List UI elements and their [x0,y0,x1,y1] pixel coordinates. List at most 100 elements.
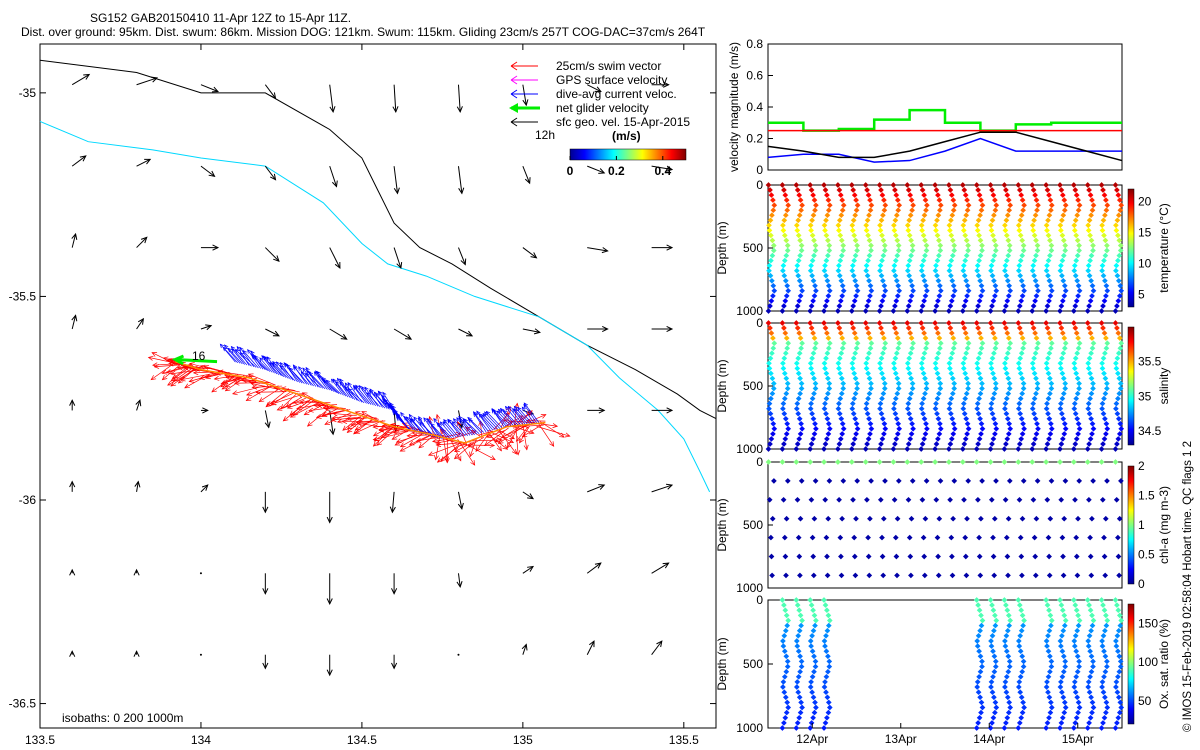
profile-point [1103,699,1110,706]
geo-arrow [262,491,269,514]
profile-point [1060,694,1067,701]
profile-point [1043,725,1049,731]
profile-point [821,459,827,465]
profile-point [1098,182,1105,188]
profile-point [1116,572,1122,579]
dac-arrow [496,410,512,427]
profile-point [892,355,899,362]
profile-point [950,293,957,299]
profile-point [1102,515,1109,522]
profile-point [978,699,985,706]
profile-point [839,197,846,203]
profile-point [907,212,914,219]
dac-arrow [358,384,374,406]
profile-point [1088,572,1095,579]
profile-point [864,217,871,224]
geo-arrow [200,84,220,93]
profile-point [936,237,942,244]
profile-point [838,350,845,357]
profile-point [1074,627,1081,634]
profile-point [1059,370,1066,377]
dac-arrow [231,348,245,365]
profile-point [1032,572,1039,579]
profile-point [1072,325,1079,331]
profile-point [797,515,804,522]
profile-point [909,385,916,392]
swim-arrow [510,425,535,435]
profile-point [1017,370,1024,377]
profile-point [974,227,981,234]
dac-arrow [219,343,236,363]
profile-point [854,242,860,249]
profile-point [822,679,828,685]
profile-point [854,247,860,254]
profile-point [963,237,970,244]
profile-point [1020,207,1026,214]
profile-point [783,612,790,619]
profile-point [823,410,829,417]
profile-point [821,320,827,326]
profile-point [1074,277,1081,284]
profile-point [1060,627,1067,634]
profile-point [1087,232,1093,239]
profile-point [1115,257,1121,264]
profile-point [1058,441,1065,447]
profile-point [1085,360,1092,367]
profile-point [908,515,915,522]
profile-point [895,345,902,352]
profile-point [1045,257,1052,264]
profile-point [770,197,776,203]
profile-point [865,257,871,264]
profile-point [853,335,859,341]
profile-point [783,515,790,522]
profile-point [821,638,828,644]
swim-arrow [246,386,270,396]
profile-point [1112,308,1119,314]
dac-vectors [219,343,540,440]
profile-point [878,272,885,279]
profile-point [877,267,883,274]
profile-point [924,202,930,209]
profile-point [893,553,900,560]
profile-point [1004,298,1011,304]
profile-point [933,187,940,193]
profile-point [794,720,801,726]
profile-point [880,237,887,244]
profile-point [849,365,856,372]
profile-point [1084,182,1091,188]
profile-point [962,298,969,304]
profile-point [770,207,777,214]
profile-point [1101,298,1108,304]
profile-point [948,534,955,541]
profile-point [1104,478,1110,484]
geo-arrow [651,325,674,333]
swim-arrow [213,375,234,381]
geo-arrow [651,483,674,493]
profile-point [1048,247,1055,254]
profile-point [937,202,944,209]
profile-point [905,496,912,503]
profile-point [909,478,916,484]
profile-point [1116,335,1123,341]
profile-point [793,459,800,465]
swim-arrow [372,424,397,447]
profile-point [933,400,939,407]
profile-point [783,293,790,299]
profile-colorbar-tick-label: 150 [1138,616,1158,630]
profile-point [825,237,831,244]
profile-point [822,227,828,234]
profile-point [919,187,926,193]
profile-point [1006,622,1013,629]
profile-point [1043,222,1050,229]
dac-arrow [413,416,429,436]
profile-point [798,247,805,254]
profile-point [812,622,818,629]
profile-point [1071,684,1078,690]
profile-point [1020,663,1027,670]
profile-point [864,410,871,417]
profile-point [1112,446,1119,452]
profile-point [811,237,817,244]
swim-arrow [303,402,327,416]
profile-point [1099,365,1106,372]
